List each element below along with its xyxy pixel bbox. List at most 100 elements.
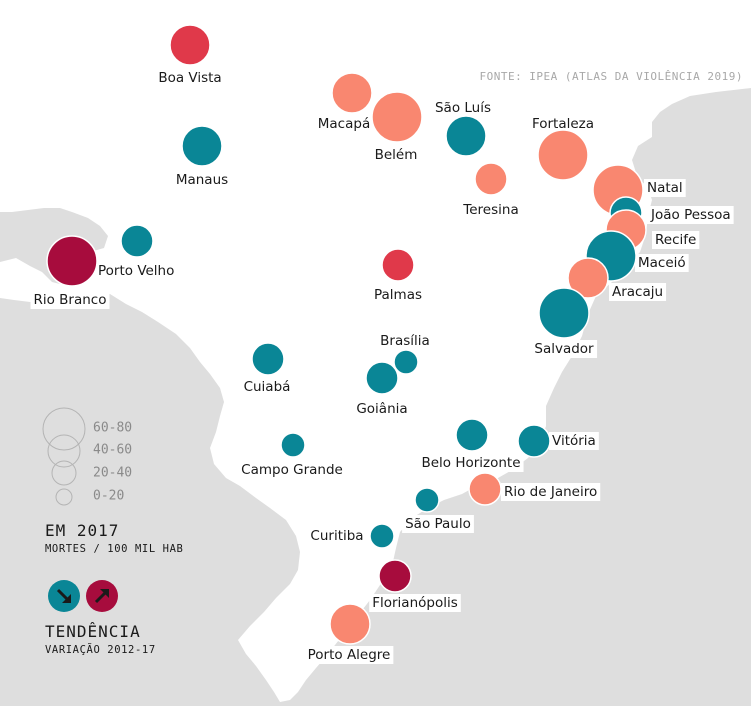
city-label-maceio: Maceió (635, 254, 689, 272)
city-label-cuiaba: Cuiabá (240, 378, 294, 396)
city-label-background (30, 291, 110, 309)
city-marker-porto-velho[interactable] (120, 224, 154, 258)
size-legend: 60-80 40-60 20-40 0-20 EM 2017 MORTES / 100 M… (42, 407, 183, 555)
city-marker-rio-branco[interactable] (46, 235, 98, 287)
city-name: Boa Vista (158, 70, 221, 86)
city-label-background (304, 646, 394, 664)
city-label-teresina: Teresina (459, 201, 522, 219)
city-marker-belo-horizonte[interactable] (455, 418, 489, 452)
city-marker-porto-alegre[interactable] (329, 603, 371, 645)
city-label-background (172, 171, 232, 189)
arrow-up-right-icon (86, 580, 118, 612)
city-marker-salvador[interactable] (538, 287, 590, 339)
city-name: Maceió (638, 255, 686, 271)
city-marker-palmas[interactable] (381, 248, 415, 282)
legend-size-circle (42, 407, 86, 451)
city-marker-aracaju[interactable] (567, 257, 609, 299)
city-name: Manaus (176, 172, 228, 188)
city-marker-curitiba[interactable] (369, 523, 395, 549)
city-label-background (501, 483, 601, 501)
city-label-background (370, 286, 426, 304)
city-label-belem: Belém (371, 146, 421, 164)
city-label-background (369, 594, 461, 612)
city-label-background (240, 378, 294, 396)
city-name: Florianópolis (372, 595, 458, 611)
city-label-porto-velho: Porto Velho (95, 262, 178, 280)
city-marker-macapa[interactable] (331, 72, 373, 114)
city-label-palmas: Palmas (370, 286, 426, 304)
city-label-background (353, 400, 411, 418)
city-label-campo-grande: Campo Grande (238, 461, 346, 479)
city-label-background (431, 99, 495, 117)
city-marker-sao-luis[interactable] (445, 115, 487, 157)
city-name: Rio de Janeiro (504, 484, 597, 500)
city-marker-belem[interactable] (371, 91, 423, 143)
city-label-brasilia: Brasília (377, 332, 433, 350)
city-marker-boa-vista[interactable] (169, 24, 211, 66)
legend-size-label: 20-40 (93, 466, 132, 481)
city-name: Cuiabá (244, 379, 291, 395)
city-label-background (314, 115, 374, 133)
city-marker-rio-de-janeiro[interactable] (468, 472, 502, 506)
city-name: Aracaju (612, 284, 663, 300)
city-marker-cuiaba[interactable] (251, 342, 285, 376)
city-name: Curitiba (310, 528, 363, 544)
city-marker-florianopolis[interactable] (378, 559, 412, 593)
city-label-background (95, 262, 178, 280)
legend-size-label: 40-60 (93, 443, 132, 458)
city-name: Fortaleza (532, 116, 594, 132)
city-label-natal: Natal (644, 179, 686, 197)
city-label-background (307, 527, 367, 545)
city-marker-vitoria[interactable] (517, 424, 551, 458)
city-label-background (647, 206, 734, 224)
city-label-background (531, 340, 598, 358)
trend-legend: TENDÊNCIA VARIAÇÃO 2012-17 (45, 580, 156, 656)
city-label-background (528, 115, 598, 133)
legend-size-title: EM 2017 (45, 521, 119, 540)
city-name: Macapá (318, 116, 370, 132)
city-label-belo-horizonte: Belo Horizonte (418, 454, 524, 472)
city-label-background (609, 283, 667, 301)
city-marker-teresina[interactable] (474, 162, 508, 196)
city-label-background (652, 231, 700, 249)
city-label-porto-alegre: Porto Alegre (304, 646, 394, 664)
legend-size-circle (55, 488, 73, 506)
city-name: Belém (375, 147, 418, 163)
legend-size-circle (51, 460, 77, 486)
city-name: Belo Horizonte (421, 455, 520, 471)
city-label-background (635, 254, 689, 272)
city-name: Salvador (534, 341, 594, 357)
city-label-background (155, 69, 225, 87)
city-name: Campo Grande (241, 462, 343, 478)
city-label-recife: Recife (652, 231, 700, 249)
city-name: Porto Alegre (308, 647, 391, 663)
city-label-florianopolis: Florianópolis (369, 594, 461, 612)
city-name: Natal (647, 180, 683, 196)
city-label-sao-luis: São Luís (431, 99, 495, 117)
city-label-background (459, 201, 522, 219)
legend-size-label: 60-80 (93, 421, 132, 436)
city-label-macapa: Macapá (314, 115, 374, 133)
city-label-curitiba: Curitiba (307, 527, 367, 545)
city-label-salvador: Salvador (531, 340, 598, 358)
city-marker-fortaleza[interactable] (537, 129, 589, 181)
city-name: Vitória (552, 433, 596, 449)
city-marker-goiania[interactable] (365, 361, 399, 395)
city-label-vitoria: Vitória (549, 432, 599, 450)
city-label-background (418, 454, 524, 472)
city-label-fortaleza: Fortaleza (528, 115, 598, 133)
source-credit: FONTE: IPEA (ATLAS DA VIOLÊNCIA 2019) (479, 70, 743, 83)
city-marker-brasilia[interactable] (393, 349, 419, 375)
city-label-background (402, 515, 474, 533)
legend-trend-subtitle: VARIAÇÃO 2012-17 (45, 643, 156, 656)
city-label-background (238, 461, 346, 479)
city-marker-sao-paulo[interactable] (414, 487, 440, 513)
city-name: Brasília (380, 333, 430, 349)
city-marker-campo-grande[interactable] (280, 432, 306, 458)
legend-trend-title: TENDÊNCIA (45, 622, 141, 641)
city-name: Teresina (462, 202, 518, 218)
city-label-boa-vista: Boa Vista (155, 69, 225, 87)
city-label-rio-de-janeiro: Rio de Janeiro (501, 483, 601, 501)
city-marker-manaus[interactable] (181, 125, 223, 167)
